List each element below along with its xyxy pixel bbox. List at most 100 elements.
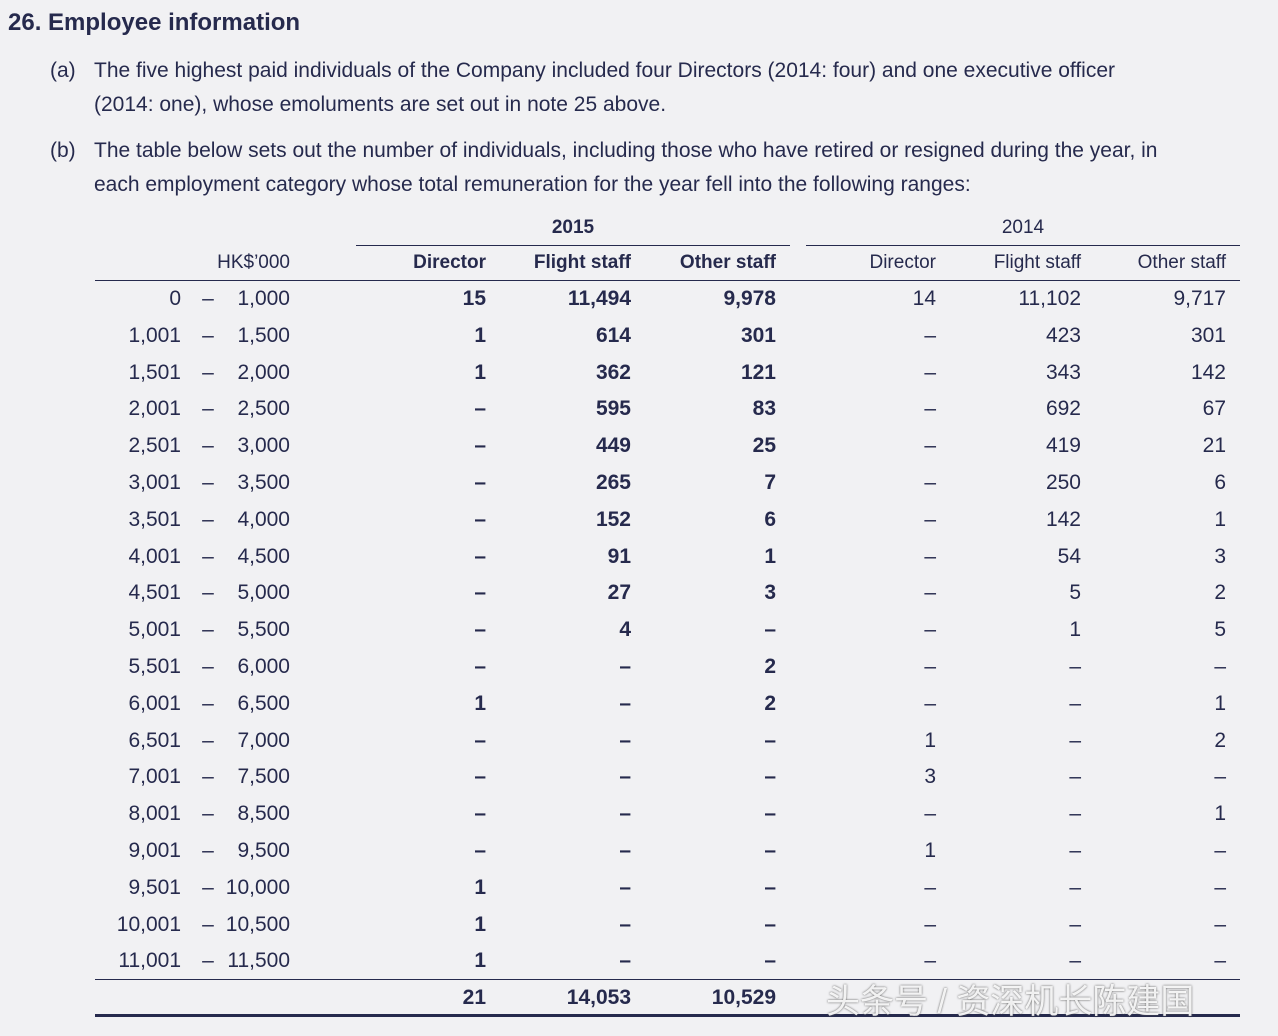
cell: –	[764, 802, 776, 826]
cell: –	[764, 765, 776, 789]
cell: 595	[595, 397, 631, 421]
cell: –	[764, 949, 776, 973]
cell: 5	[1214, 618, 1226, 642]
cell: 9,501	[128, 875, 181, 899]
cell: 25	[752, 434, 776, 458]
cell: –	[924, 360, 936, 384]
cell: 6	[1214, 471, 1226, 494]
cell: –	[1069, 912, 1081, 936]
cell: –	[764, 912, 776, 936]
cell: –	[764, 618, 776, 642]
cell: 1	[474, 912, 486, 936]
cell: 11,494	[567, 287, 631, 310]
range-separator: –	[202, 287, 214, 310]
cell: 9,500	[237, 839, 290, 862]
column-header: Other staff	[679, 252, 776, 273]
range-separator: –	[202, 397, 214, 421]
cell: 5,000	[237, 581, 290, 605]
range-separator: –	[202, 728, 214, 752]
cell: 9,001	[128, 839, 181, 862]
cell: –	[1069, 839, 1081, 862]
cell: 121	[740, 360, 776, 384]
range-separator: –	[202, 471, 214, 494]
cell: –	[474, 618, 486, 642]
cell: 1,000	[237, 287, 290, 310]
total-cell: 14,053	[566, 986, 631, 1009]
cell: 1,501	[128, 360, 181, 384]
range-separator: –	[202, 839, 214, 862]
column-header: Director	[869, 252, 936, 273]
cell: 7	[764, 471, 776, 494]
cell: 1	[764, 544, 776, 568]
cell: –	[764, 875, 776, 899]
cell: 3	[924, 765, 936, 789]
cell: 265	[595, 471, 631, 494]
cell: 9,978	[723, 287, 776, 310]
cell: –	[924, 397, 936, 421]
cell: –	[1069, 728, 1081, 752]
cell: 67	[1202, 397, 1226, 421]
range-separator: –	[202, 765, 214, 789]
note-text: The table below sets out the number of i…	[94, 139, 1158, 162]
cell: –	[1069, 875, 1081, 899]
cell: 2,001	[128, 397, 181, 421]
cell: 1,001	[128, 323, 181, 347]
cell: 3,000	[237, 434, 290, 458]
cell: 449	[595, 434, 631, 458]
year-header: 2014	[1001, 217, 1045, 238]
cell: 9,717	[1173, 287, 1226, 310]
cell: –	[924, 323, 936, 347]
cell: 301	[1190, 323, 1226, 347]
cell: 10,000	[225, 875, 290, 899]
cell: 2	[1214, 581, 1226, 605]
cell: 250	[1045, 471, 1081, 494]
cell: –	[1069, 765, 1081, 789]
rule	[356, 245, 790, 246]
cell: 11,500	[227, 949, 290, 973]
cell: –	[619, 691, 631, 715]
range-separator: –	[202, 802, 214, 826]
cell: –	[474, 728, 486, 752]
cell: –	[619, 949, 631, 973]
column-header: Flight staff	[533, 252, 631, 273]
cell: –	[1069, 691, 1081, 715]
cell: 6,500	[237, 691, 290, 715]
cell: 5,500	[237, 618, 290, 642]
cell: –	[1069, 949, 1081, 973]
note-label: (b)	[50, 139, 76, 162]
cell: –	[1069, 655, 1081, 678]
cell: 6,501	[128, 728, 181, 752]
cell: –	[1214, 912, 1226, 936]
cell: –	[1214, 655, 1226, 678]
range-separator: –	[202, 323, 214, 347]
total-cell: 10,529	[711, 986, 776, 1009]
cell: 1	[474, 323, 486, 347]
range-separator: –	[202, 544, 214, 568]
cell: 301	[740, 323, 776, 347]
cell: 4	[619, 618, 631, 642]
column-header: Flight staff	[993, 252, 1081, 273]
cell: 3	[1214, 544, 1226, 568]
cell: 54	[1057, 544, 1081, 568]
cell: 142	[1045, 507, 1081, 531]
cell: 6	[764, 507, 776, 531]
cell: 91	[607, 544, 631, 568]
cell: 10,500	[225, 912, 290, 936]
cell: 5,001	[128, 618, 181, 642]
cell: –	[1214, 765, 1226, 789]
cell: 2,500	[237, 397, 290, 421]
cell: 614	[595, 323, 631, 347]
range-separator: –	[202, 581, 214, 605]
cell: 419	[1045, 434, 1081, 458]
cell: –	[474, 471, 486, 494]
rule	[95, 1014, 1240, 1017]
note-text: The five highest paid individuals of the…	[94, 59, 1116, 82]
cell: –	[924, 949, 936, 973]
cell: –	[474, 655, 486, 678]
cell: –	[619, 802, 631, 826]
cell: –	[474, 839, 486, 862]
cell: –	[619, 839, 631, 862]
note-text: (2014: one), whose emoluments are set ou…	[94, 93, 667, 116]
cell: 1,500	[237, 323, 290, 347]
